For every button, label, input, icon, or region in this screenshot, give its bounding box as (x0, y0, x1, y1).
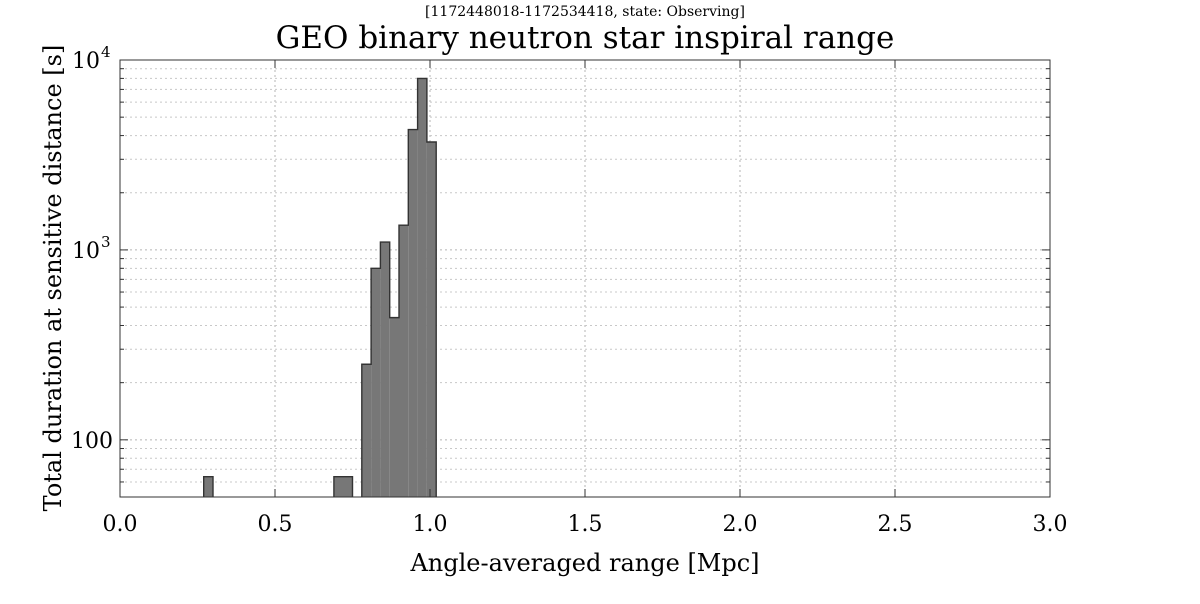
x-tick-label: 1.0 (413, 512, 448, 537)
y-tick-exponent: 3 (101, 233, 111, 251)
histogram-bar (426, 142, 437, 497)
y-tick-exponent: 4 (101, 43, 111, 61)
histogram-outline (203, 77, 437, 497)
x-tick-label: 0.0 (103, 512, 138, 537)
x-tick-label: 2.5 (878, 512, 913, 537)
histogram-bar (361, 364, 372, 497)
axis-ticks (119, 60, 1051, 498)
x-axis-label: Angle-averaged range [Mpc] (409, 549, 759, 577)
grid-lines (120, 60, 1050, 497)
chart-subtitle: [1172448018-1172534418, state: Observing… (425, 4, 745, 20)
y-axis-label: Total duration at sensitive distance [s] (39, 45, 67, 512)
histogram-bar (371, 268, 381, 497)
x-tick-label: 2.0 (723, 512, 758, 537)
y-tick-label: 10 3 (72, 233, 111, 264)
y-tick-base: 100 (71, 429, 113, 454)
histogram-bar (380, 242, 390, 497)
y-tick-label: 100 (71, 429, 113, 454)
histogram-bar (203, 476, 213, 497)
histogram-bar (408, 129, 418, 498)
histogram-bar (399, 225, 409, 498)
y-tick-base: 10 (72, 49, 100, 74)
y-tick-label: 10 4 (72, 43, 111, 74)
x-tick-labels: 0.0 0.5 1.0 1.5 2.0 2.5 3.0 (103, 512, 1068, 537)
histogram-bar (417, 78, 427, 497)
x-tick-label: 3.0 (1033, 512, 1068, 537)
histogram-bar (389, 317, 399, 497)
y-tick-base: 10 (72, 239, 100, 264)
x-tick-label: 1.5 (568, 512, 603, 537)
chart-title: GEO binary neutron star inspiral range (276, 20, 895, 56)
histogram-bars (203, 77, 437, 498)
histogram-bar (333, 476, 353, 497)
x-tick-label: 0.5 (258, 512, 293, 537)
